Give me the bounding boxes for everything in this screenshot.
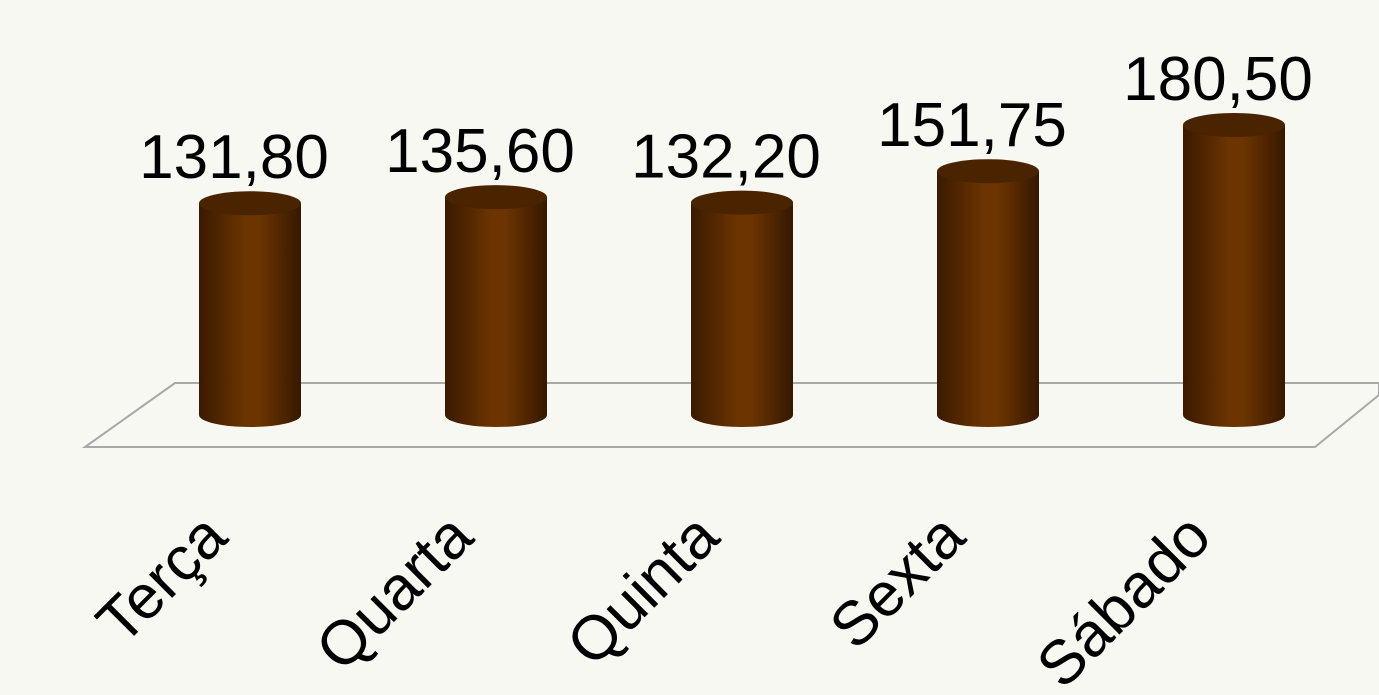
value-label: 180,50 bbox=[1123, 45, 1313, 114]
bar-body bbox=[199, 203, 301, 427]
bar-top bbox=[691, 190, 793, 215]
bar-top bbox=[1183, 113, 1285, 137]
x-tick-label: Sábado bbox=[1024, 501, 1224, 695]
bar-top bbox=[937, 159, 1039, 184]
value-label: 131,80 bbox=[139, 123, 329, 192]
x-tick-label: Quinta bbox=[554, 501, 732, 679]
value-label: 151,75 bbox=[877, 91, 1067, 160]
bar-top bbox=[199, 191, 301, 216]
value-label: 132,20 bbox=[631, 123, 821, 192]
bar bbox=[937, 159, 1039, 427]
bar-body bbox=[445, 197, 547, 427]
x-tick-label: Sexta bbox=[817, 501, 978, 662]
x-tick-label: Quarta bbox=[303, 501, 486, 684]
bar-body bbox=[691, 202, 793, 427]
x-tick-label: Terça bbox=[84, 501, 240, 657]
bar-body bbox=[1183, 125, 1285, 427]
bar-body bbox=[937, 171, 1039, 427]
bar bbox=[199, 191, 301, 427]
bar bbox=[691, 190, 793, 427]
bar bbox=[445, 185, 547, 427]
value-label: 135,60 bbox=[385, 117, 575, 186]
bar-top bbox=[445, 185, 547, 210]
bar bbox=[1183, 113, 1285, 427]
